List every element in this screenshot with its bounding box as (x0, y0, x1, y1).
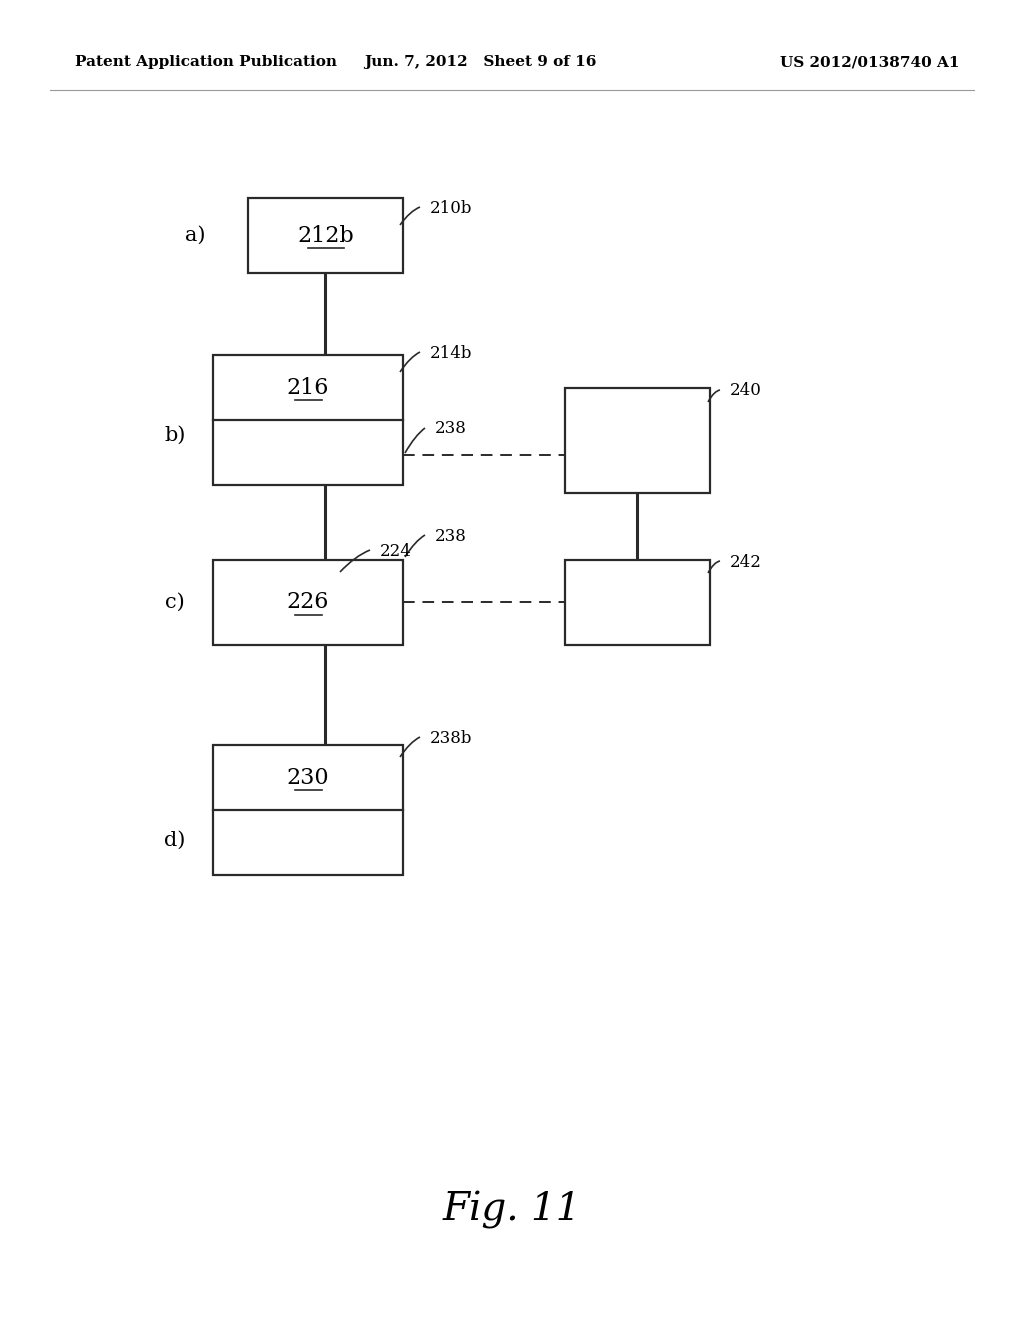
Text: 238b: 238b (430, 730, 472, 747)
Text: c): c) (165, 593, 185, 611)
Text: 238: 238 (435, 528, 467, 545)
Text: 238: 238 (435, 420, 467, 437)
Text: 216: 216 (287, 376, 329, 399)
Text: US 2012/0138740 A1: US 2012/0138740 A1 (780, 55, 961, 69)
Bar (213, 744, 403, 875)
Bar (248, 198, 403, 273)
Text: 212b: 212b (297, 224, 354, 247)
Text: Patent Application Publication: Patent Application Publication (75, 55, 337, 69)
Text: 214b: 214b (430, 345, 472, 362)
Bar (565, 388, 710, 492)
Bar (213, 560, 403, 645)
Text: a): a) (184, 226, 205, 244)
Text: 242: 242 (730, 554, 762, 572)
Text: 240: 240 (730, 381, 762, 399)
Bar (213, 355, 403, 484)
Text: 210b: 210b (430, 201, 472, 216)
Text: 226: 226 (287, 591, 329, 614)
Text: 230: 230 (287, 767, 330, 788)
Text: Fig. 11: Fig. 11 (442, 1191, 582, 1229)
Text: 224: 224 (380, 543, 412, 560)
Text: b): b) (164, 425, 185, 445)
Text: Jun. 7, 2012   Sheet 9 of 16: Jun. 7, 2012 Sheet 9 of 16 (364, 55, 596, 69)
Bar (565, 560, 710, 645)
Text: d): d) (164, 830, 185, 850)
